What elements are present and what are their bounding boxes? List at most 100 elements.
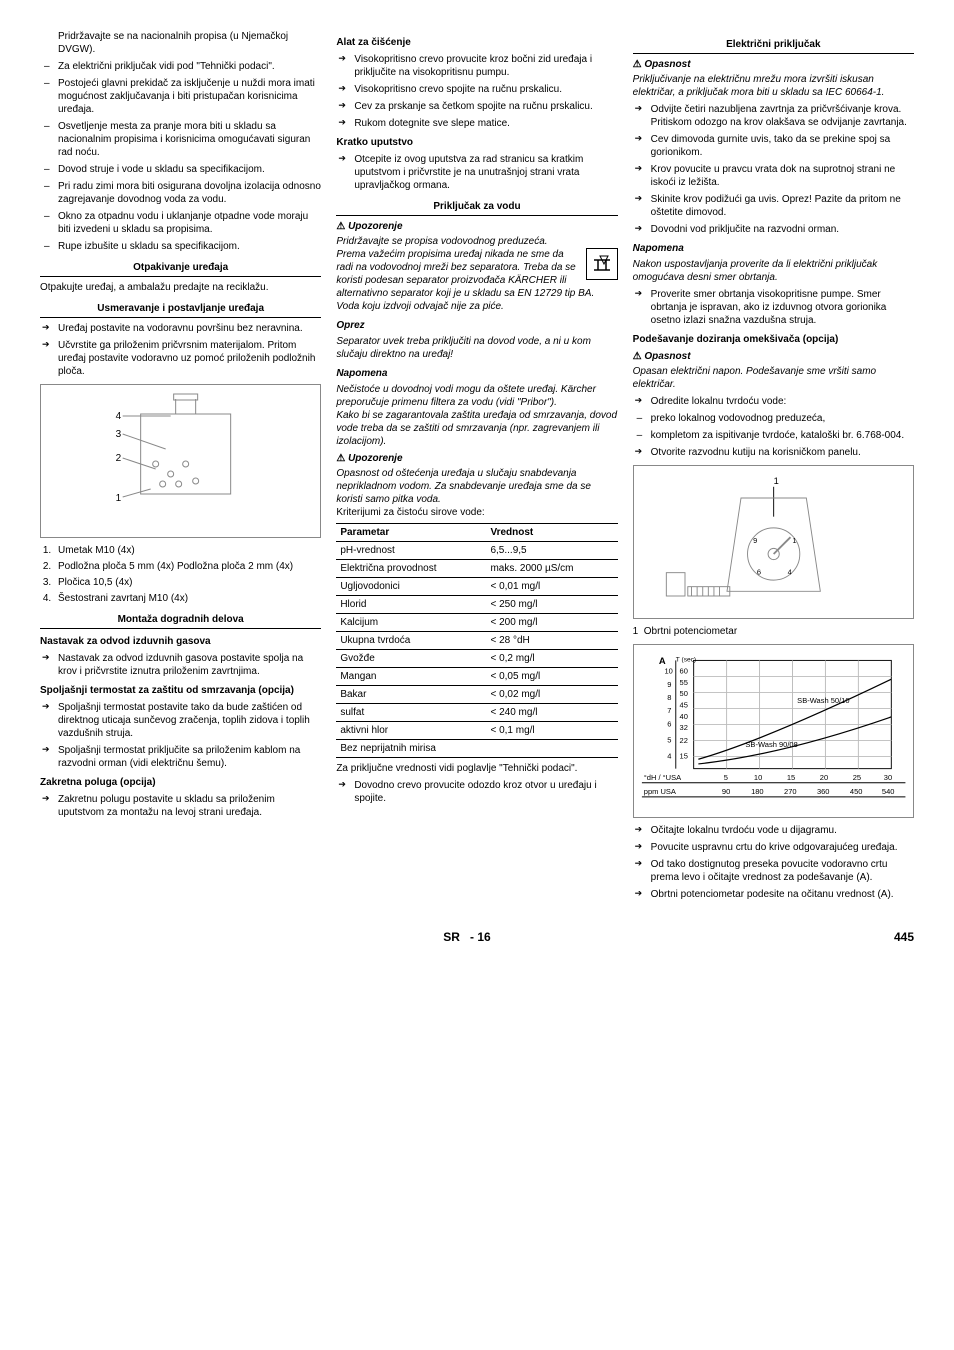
svg-text:22: 22: [679, 736, 687, 745]
kratko-arrows: Otcepite iz ovog uputstva za rad stranic…: [336, 153, 617, 192]
svg-text:4: 4: [667, 751, 671, 760]
td: < 0,02 mg/l: [486, 686, 617, 704]
td: Kalcijum: [336, 614, 486, 632]
svg-text:360: 360: [817, 787, 830, 796]
footer-center: SR - 16: [40, 930, 894, 946]
svg-text:15: 15: [679, 751, 687, 760]
bottom-arrows: Dovodno crevo provucite odozdo kroz otvo…: [336, 779, 617, 805]
otpak-text: Otpakujte uređaj, a ambalažu predajte na…: [40, 281, 321, 294]
arrow-item: Visokopritisno crevo provucite kroz bočn…: [354, 53, 617, 79]
arrow-item: Učvrstite ga priloženim pričvrsnim mater…: [58, 339, 321, 378]
td: < 250 mg/l: [486, 596, 617, 614]
bullet: Rupe izbušite u skladu sa specifikacijom…: [58, 240, 321, 253]
chart-line1: SB-Wash 50/10: [797, 696, 849, 705]
td: Električna provodnost: [336, 560, 486, 578]
svg-text:5: 5: [723, 773, 727, 782]
arrow-item: Odvijte četiri nazubljena zavrtnja za pr…: [651, 103, 914, 129]
svg-text:55: 55: [679, 678, 687, 687]
arrow-item: Zakretnu polugu postavite u skladu sa pr…: [58, 793, 321, 819]
napomena1-text1: Nečistoće u dovodnoj vodi mogu da oštete…: [336, 383, 617, 409]
dash-item: preko lokalnog vodovodnog preduzeća,: [651, 412, 914, 425]
final-arrows: Očitajte lokalnu tvrdoću vode u dijagram…: [633, 824, 914, 901]
bullet: Dovod struje i vode u skladu sa specifik…: [58, 163, 321, 176]
arrow-item: Visokopritisno crevo spojite na ručnu pr…: [354, 83, 617, 96]
legend-item: Podložna ploča 5 mm (4x) Podložna ploča …: [54, 560, 321, 573]
bottom-text: Za priključne vrednosti vidi poglavlje "…: [336, 762, 617, 775]
footer-right: 445: [894, 930, 914, 946]
dashes: preko lokalnog vodovodnog preduzeća, kom…: [633, 412, 914, 442]
arrow4: Otvorite razvodnu kutiju na korisničkom …: [633, 446, 914, 459]
legend-item: Pločica 10,5 (4x): [54, 576, 321, 589]
sub-podes: Podešavanje doziranja omekšivača (opcija…: [633, 333, 914, 346]
bullet: Za električni priključak vidi pod "Tehni…: [58, 60, 321, 73]
column-3: Električni priključak Opasnost Priključi…: [633, 30, 914, 905]
arrow-item: Spoljašnji termostat postavite tako da b…: [58, 701, 321, 740]
oprez-label: Oprez: [336, 319, 617, 332]
arrow-item: Od tako dostignutog preseka povucite vod…: [651, 858, 914, 884]
arrow-item: Povucite uspravnu crtu do krive odgovara…: [651, 841, 914, 854]
legend-item: Šestostrani zavrtanj M10 (4x): [54, 592, 321, 605]
td: maks. 2000 µS/cm: [486, 560, 617, 578]
arrow-item: Proverite smer obrtanja visokopritisne p…: [651, 288, 914, 327]
usmer-arrows: Uređaj postavite na vodoravnu površinu b…: [40, 322, 321, 378]
svg-text:30: 30: [883, 773, 891, 782]
zakretna-arrows: Zakretnu polugu postavite u skladu sa pr…: [40, 793, 321, 819]
arrow-item: Otvorite razvodnu kutiju na korisničkom …: [651, 446, 914, 459]
arrow-item: Obrtni potenciometar podesite na očitanu…: [651, 888, 914, 901]
svg-text:60: 60: [679, 667, 687, 676]
td: Bakar: [336, 686, 486, 704]
td: < 200 mg/l: [486, 614, 617, 632]
arrow-item: Dovodni vod priključite na razvodni orma…: [651, 223, 914, 236]
svg-text:45: 45: [679, 700, 687, 709]
th-value: Vrednost: [486, 524, 617, 542]
arrow-item: Krov povucite u pravcu vrata dok na supr…: [651, 163, 914, 189]
sub-spolj: Spoljašnji termostat za zaštitu od smrza…: [40, 684, 321, 697]
td: 6,5...9,5: [486, 542, 617, 560]
svg-text:6: 6: [757, 568, 761, 577]
upozor1-text2: Prema važećim propisima uređaj nikada ne…: [336, 248, 617, 313]
svg-text:1: 1: [116, 493, 122, 504]
td: Hlorid: [336, 596, 486, 614]
napomena1-label: Napomena: [336, 367, 617, 380]
spolj-arrows: Spoljašnji termostat postavite tako da b…: [40, 701, 321, 770]
td: < 0,1 mg/l: [486, 722, 617, 740]
nastavak-arrows: Nastavak za odvod izduvnih gasova postav…: [40, 652, 321, 678]
diagram-legend: Umetak M10 (4x) Podložna ploča 5 mm (4x)…: [40, 544, 321, 605]
water-table: ParametarVrednost pH-vrednost6,5...9,5 E…: [336, 523, 617, 758]
td: < 0,01 mg/l: [486, 578, 617, 596]
svg-text:450: 450: [850, 787, 863, 796]
bullet: Okno za otpadnu vodu i uklanjanje otpadn…: [58, 210, 321, 236]
bullet: Pri radu zimi mora biti osigurana dovolj…: [58, 180, 321, 206]
arrows1: Odvijte četiri nazubljena zavrtnja za pr…: [633, 103, 914, 236]
td: Gvožđe: [336, 650, 486, 668]
svg-text:40: 40: [679, 712, 687, 721]
section-usmeravanje: Usmeravanje i postavljanje uređaja: [40, 302, 321, 318]
arrow-item: Spoljašnji termostat priključite sa pril…: [58, 744, 321, 770]
arrow-item: Očitajte lokalnu tvrdoću vode u dijagram…: [651, 824, 914, 837]
arrow-item: Rukom dotegnite sve slepe matice.: [354, 117, 617, 130]
arrow-item: Cev za prskanje sa četkom spojite na ruč…: [354, 100, 617, 113]
svg-text:A: A: [658, 655, 665, 666]
svg-text:10: 10: [754, 773, 762, 782]
td: < 0,2 mg/l: [486, 650, 617, 668]
td: pH-vrednost: [336, 542, 486, 560]
svg-text:270: 270: [784, 787, 797, 796]
intro-text: Pridržavajte se na nacionalnih propisa (…: [40, 30, 321, 56]
bullets-1: Za električni priključak vidi pod "Tehni…: [40, 60, 321, 253]
svg-text:ppm USA: ppm USA: [643, 787, 675, 796]
bullet: Osvetljenje mesta za pranje mora biti u …: [58, 120, 321, 159]
sub-nastavak: Nastavak za odvod izduvnih gasova: [40, 635, 321, 648]
sub-alat: Alat za čišćenje: [336, 36, 617, 49]
svg-text:25: 25: [852, 773, 860, 782]
sub-zakretna: Zakretna poluga (opcija): [40, 776, 321, 789]
td: Ukupna tvrdoća: [336, 632, 486, 650]
svg-text:90: 90: [722, 787, 730, 796]
chart-line2: SB-Wash 90/08: [745, 740, 797, 749]
section-voda: Priključak za vodu: [336, 200, 617, 216]
td: < 0,05 mg/l: [486, 668, 617, 686]
warn-upozorenje-1: Upozorenje: [336, 220, 617, 233]
arrow3: Odredite lokalnu tvrdoću vode:: [633, 395, 914, 408]
column-2: Alat za čišćenje Visokopritisno crevo pr…: [336, 30, 617, 905]
svg-text:4: 4: [116, 411, 122, 422]
napomena1-text2: Kako bi se zagarantovala zaštita uređaja…: [336, 409, 617, 448]
